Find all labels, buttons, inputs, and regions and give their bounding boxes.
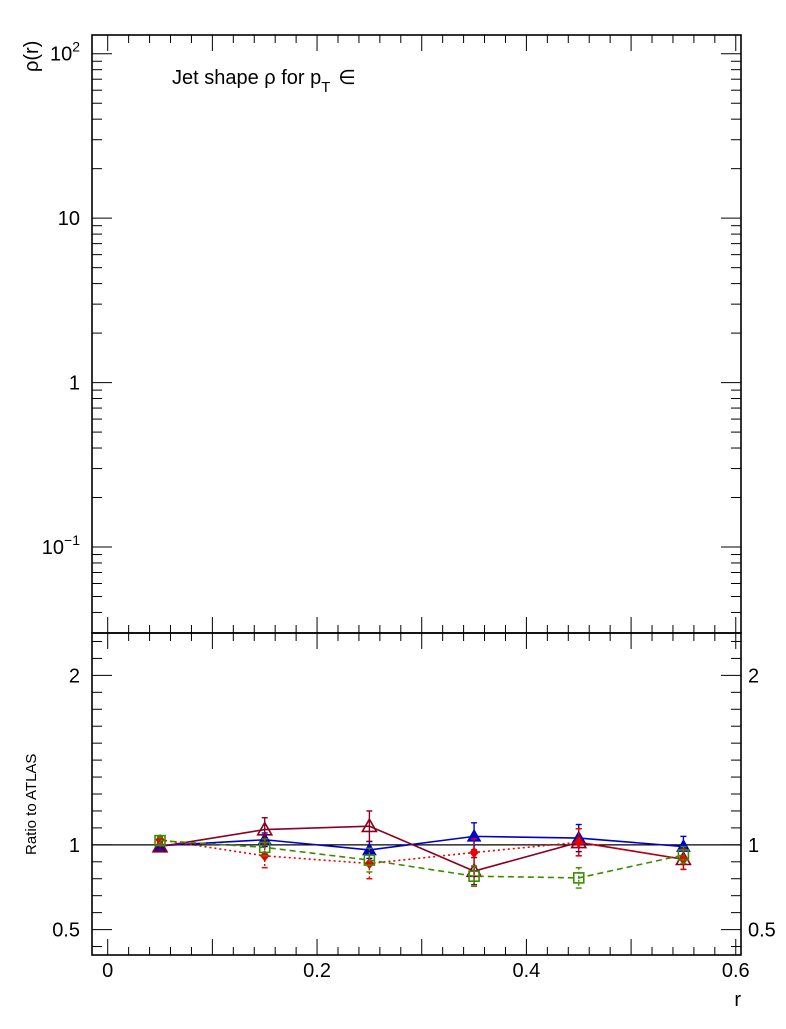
lower-y-tick-label-right: 0.5 [748, 920, 776, 942]
data-point-marker [256, 820, 274, 836]
ratio-series-2 [151, 810, 692, 886]
tick-exponent: −1 [64, 532, 80, 548]
tick-exponent: 2 [72, 39, 80, 55]
data-point-marker [465, 862, 483, 878]
lower-y-tick-label-right: 1 [748, 835, 759, 857]
x-tick-label: 0.2 [303, 960, 331, 982]
ratio-series-3 [155, 828, 689, 880]
title-subscript: T [321, 79, 330, 96]
data-point-marker [361, 817, 378, 833]
lower-y-tick-label: 1 [69, 835, 80, 857]
upper-panel-title: Jet shape ρ for pT ∈ [172, 67, 356, 96]
lower-tick-labels: 2 2 1 1 0.5 0.5 0 0.2 0.4 0.6 [52, 665, 776, 982]
tick-base: 10 [50, 44, 72, 66]
series-line [159, 825, 684, 872]
ratio-series-group [92, 810, 741, 889]
lower-panel: 2 2 1 1 0.5 0.5 0 0.2 0.4 0.6 Ratio to ATLAS r [23, 632, 776, 1011]
tick-base: 10 [42, 537, 64, 559]
lower-axis-ticks [92, 633, 741, 955]
data-point-marker [572, 872, 585, 884]
series-line [159, 839, 684, 879]
upper-y-tick-label: 102 [50, 39, 80, 66]
x-tick-label: 0 [102, 960, 113, 982]
upper-axis-ticks [92, 35, 741, 634]
tick-base: 10 [58, 208, 80, 230]
upper-y-tick-label: 1 [69, 373, 80, 395]
lower-y-tick-label: 2 [69, 665, 80, 687]
data-point-marker [468, 870, 480, 882]
data-point-marker [258, 841, 271, 854]
upper-y-axis-label: ρ(r) [21, 41, 43, 72]
tick-base: 1 [69, 373, 80, 395]
ratio-series-1 [152, 822, 691, 860]
lower-y-tick-label: 0.5 [52, 920, 80, 942]
x-tick-label: 0.4 [513, 960, 541, 982]
data-point-marker [574, 836, 584, 849]
upper-y-tick-label: 10−1 [42, 532, 80, 559]
upper-plot-frame [91, 34, 742, 634]
title-tail: ∈ [338, 67, 355, 89]
data-point-marker [154, 834, 166, 847]
data-point-marker [363, 854, 376, 866]
title-main: Jet shape ρ for p [172, 67, 321, 89]
data-point-marker [677, 849, 690, 861]
lower-y-tick-label-right: 2 [748, 665, 759, 687]
lower-plot-frame [91, 632, 742, 956]
upper-y-tick-label: 10 [58, 208, 80, 230]
ratio-series-4 [154, 834, 690, 889]
data-point-marker [469, 846, 479, 859]
x-axis-label: r [734, 989, 741, 1011]
series-line [159, 835, 684, 851]
lower-y-axis-label: Ratio to ATLAS [23, 754, 40, 855]
x-tick-label: 0.6 [722, 960, 750, 982]
